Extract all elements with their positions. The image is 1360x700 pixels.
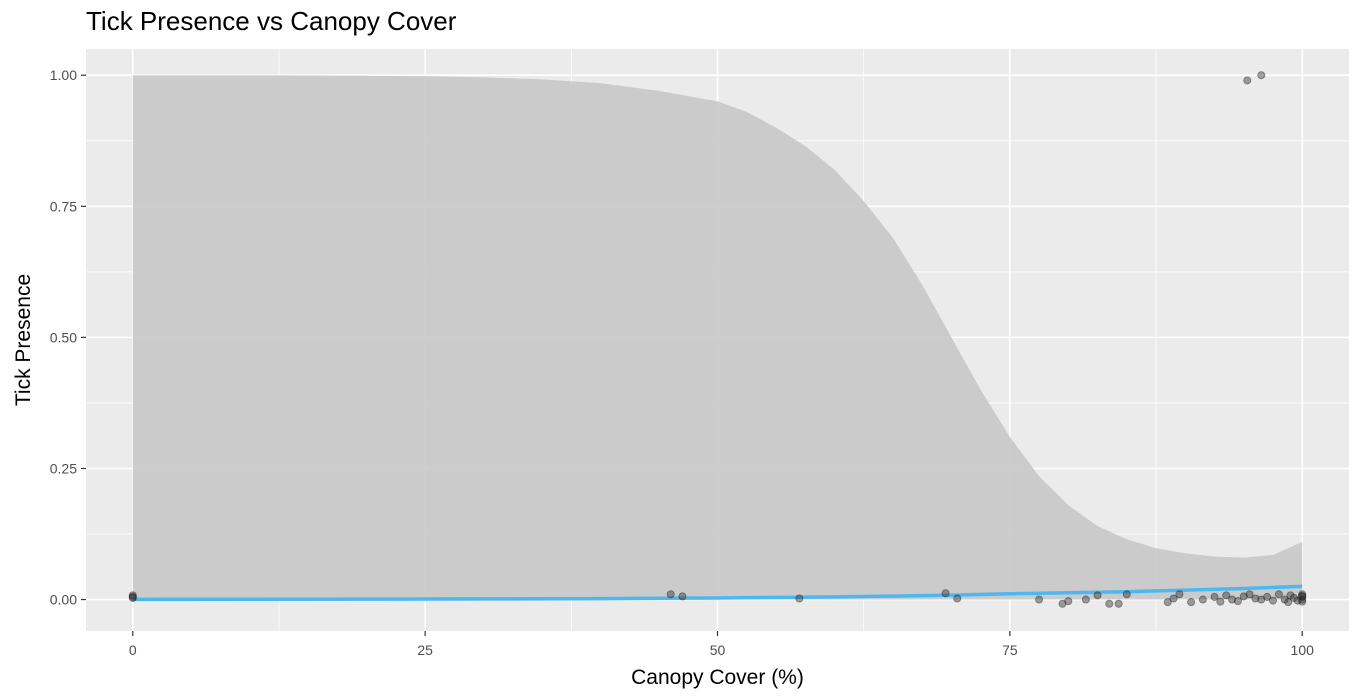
data-point bbox=[1233, 597, 1242, 606]
x-tick-label: 50 bbox=[710, 642, 726, 658]
data-point bbox=[1081, 595, 1090, 604]
data-point bbox=[1286, 591, 1295, 600]
data-point bbox=[1175, 590, 1184, 599]
data-point bbox=[941, 589, 950, 598]
data-point bbox=[1284, 598, 1293, 607]
data-points bbox=[128, 71, 1307, 608]
x-axis: 0 25 50 75 100 bbox=[129, 631, 1314, 658]
data-point bbox=[1263, 592, 1272, 601]
data-point bbox=[678, 592, 687, 601]
data-point bbox=[1298, 590, 1307, 599]
confidence-ribbon bbox=[132, 75, 1303, 600]
data-point bbox=[1257, 595, 1266, 604]
data-point bbox=[1298, 592, 1307, 601]
data-point bbox=[1210, 592, 1219, 601]
chart-title: Tick Presence vs Canopy Cover bbox=[86, 6, 457, 36]
data-point bbox=[1290, 593, 1299, 602]
data-point bbox=[1268, 596, 1277, 605]
x-axis-title: Canopy Cover (%) bbox=[631, 666, 804, 689]
data-point bbox=[128, 593, 137, 602]
x-tick-label: 0 bbox=[129, 642, 137, 658]
y-axis: 0.00 0.25 0.50 0.75 1.00 bbox=[50, 67, 86, 608]
data-point bbox=[1280, 595, 1289, 604]
data-point bbox=[953, 594, 962, 603]
data-point bbox=[1298, 597, 1307, 606]
data-point bbox=[1198, 595, 1207, 604]
x-tick-label: 75 bbox=[1002, 642, 1018, 658]
data-point bbox=[128, 592, 137, 601]
data-point bbox=[1216, 597, 1225, 606]
data-point bbox=[1274, 590, 1283, 599]
data-point bbox=[1035, 595, 1044, 604]
data-point bbox=[1122, 590, 1131, 599]
y-tick-label: 0.50 bbox=[50, 329, 77, 345]
data-point bbox=[1222, 591, 1231, 600]
data-point bbox=[1187, 598, 1196, 607]
data-point bbox=[1251, 594, 1260, 603]
data-point bbox=[1114, 599, 1123, 608]
data-point bbox=[1257, 71, 1266, 80]
data-point bbox=[1058, 599, 1067, 608]
x-tick-label: 100 bbox=[1291, 642, 1315, 658]
y-axis-title: Tick Presence bbox=[12, 274, 35, 406]
data-point bbox=[128, 591, 137, 600]
data-point bbox=[1105, 599, 1114, 608]
y-tick-label: 0.25 bbox=[50, 460, 77, 476]
data-point bbox=[1064, 597, 1073, 606]
y-tick-label: 0.75 bbox=[50, 198, 77, 214]
data-point bbox=[1243, 76, 1252, 85]
y-tick-label: 0.00 bbox=[50, 592, 77, 608]
data-point bbox=[1298, 591, 1307, 600]
data-point bbox=[666, 590, 675, 599]
smooth-line bbox=[132, 584, 1303, 602]
data-point bbox=[1298, 595, 1307, 604]
data-point bbox=[1163, 598, 1172, 607]
x-tick-label: 25 bbox=[417, 642, 433, 658]
y-tick-label: 1.00 bbox=[50, 67, 77, 83]
data-point bbox=[795, 594, 804, 603]
data-point bbox=[1228, 595, 1237, 604]
data-point bbox=[1245, 590, 1254, 599]
data-point bbox=[1169, 594, 1178, 603]
data-point bbox=[1239, 592, 1248, 601]
data-point bbox=[1093, 591, 1102, 600]
data-point bbox=[1293, 596, 1302, 605]
